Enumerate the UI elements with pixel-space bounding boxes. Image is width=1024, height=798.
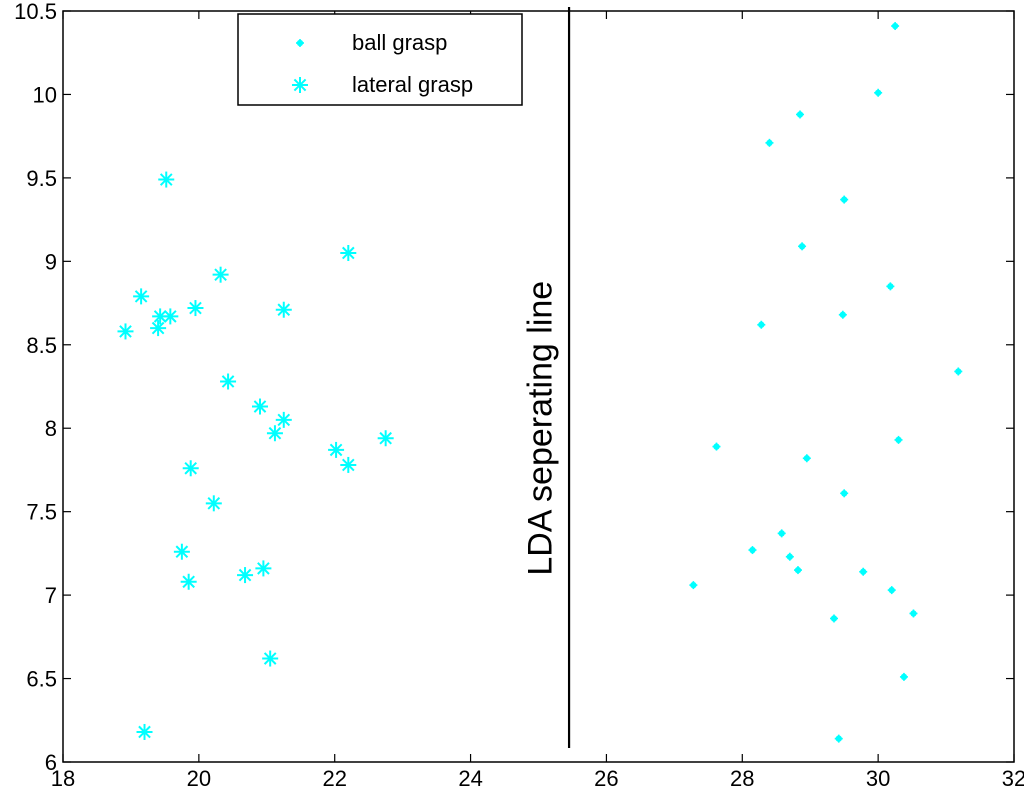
lateral-grasp-point: [162, 308, 179, 325]
lateral-grasp-point: [150, 320, 167, 337]
lateral-grasp-point: [275, 301, 292, 318]
lda-line-label: LDA seperating line: [521, 281, 559, 576]
ball-grasp-point: [859, 567, 868, 576]
lateral-grasp-point: [173, 543, 190, 560]
y-tick-label: 8.5: [26, 333, 57, 358]
lateral-grasp-point: [275, 411, 292, 428]
lateral-grasp-point: [205, 495, 222, 512]
ball-grasp-point: [909, 609, 918, 618]
ball-grasp-point: [886, 282, 895, 291]
ball-grasp-point: [777, 529, 786, 538]
x-tick-label: 30: [866, 766, 890, 791]
legend-box: [237, 13, 523, 106]
lateral-grasp-point: [212, 266, 229, 283]
x-tick-label: 20: [187, 766, 211, 791]
lateral-grasp-point: [251, 398, 268, 415]
ball-grasp-point: [840, 489, 849, 498]
y-tick-label: 7.5: [26, 500, 57, 525]
ball-grasp-point: [899, 672, 908, 681]
legend: ball grasp lateral grasp: [237, 13, 523, 106]
ball-grasp-point: [954, 367, 963, 376]
ball-grasp-point: [757, 320, 766, 329]
ball-grasp-point: [838, 310, 847, 319]
lateral-grasp-point: [340, 456, 357, 473]
lateral-grasp-point: [117, 323, 134, 340]
y-tick-label: 8: [45, 416, 57, 441]
lateral-grasp-point: [237, 567, 254, 584]
lateral-grasp-point: [377, 430, 394, 447]
lateral-grasp-point: [340, 244, 357, 261]
ball-grasp-point: [798, 242, 807, 251]
ball-grasp-point: [689, 581, 698, 590]
lateral-grasp-point: [220, 373, 237, 390]
lateral-grasp-point: [136, 723, 153, 740]
ball-grasp-point: [802, 454, 811, 463]
ball-grasp-point: [765, 138, 774, 147]
ball-grasp-point: [834, 734, 843, 743]
y-tick-label: 7: [45, 583, 57, 608]
x-tick-label: 22: [322, 766, 346, 791]
ball-grasp-point: [793, 566, 802, 575]
plot-frame: [62, 10, 1015, 763]
x-tick-label: 32: [1002, 766, 1024, 791]
lateral-grasp-point: [158, 171, 175, 188]
annotations: LDA seperating line: [521, 7, 571, 748]
lateral-grasp-point: [187, 300, 204, 317]
x-tick-label: 26: [594, 766, 618, 791]
data-points: [117, 22, 963, 743]
lateral-grasp-point: [182, 460, 199, 477]
lateral-grasp-point: [152, 308, 169, 325]
ball-grasp-point: [712, 442, 721, 451]
ball-grasp-point: [785, 552, 794, 561]
ball-grasp-point: [887, 586, 896, 595]
lateral-grasp-point: [133, 288, 150, 305]
legend-label: ball grasp: [352, 30, 447, 55]
x-tick-label: 18: [51, 766, 75, 791]
y-tick-label: 9.5: [26, 166, 57, 191]
lateral-grasp-point: [328, 441, 345, 458]
ball-grasp-point: [840, 195, 849, 204]
x-tick-label: 24: [458, 766, 482, 791]
ball-grasp-point: [894, 435, 903, 444]
y-tick-label: 6.5: [26, 667, 57, 692]
legend-asterisk-marker: [292, 77, 308, 93]
legend-label: lateral grasp: [352, 72, 473, 97]
lateral-grasp-point: [255, 560, 272, 577]
ball-grasp-point: [796, 110, 805, 119]
y-tick-label: 6: [45, 750, 57, 775]
y-tick-label: 10: [33, 82, 57, 107]
lateral-grasp-point: [180, 573, 197, 590]
lateral-grasp-point: [266, 425, 283, 442]
ball-grasp-point: [829, 614, 838, 623]
ball-grasp-point: [874, 88, 883, 97]
y-tick-label: 9: [45, 249, 57, 274]
ball-grasp-point: [891, 22, 900, 31]
legend-dot-marker: [296, 39, 304, 47]
ball-grasp-point: [748, 546, 757, 555]
y-tick-label: 10.5: [14, 0, 57, 24]
axes: 18 20 22 24 26 28 30 32 6 6.5 7 7.5 8 8.5 9 9.5 10 10.5: [14, 0, 1024, 791]
x-tick-label: 28: [730, 766, 754, 791]
lateral-grasp-point: [262, 650, 279, 667]
